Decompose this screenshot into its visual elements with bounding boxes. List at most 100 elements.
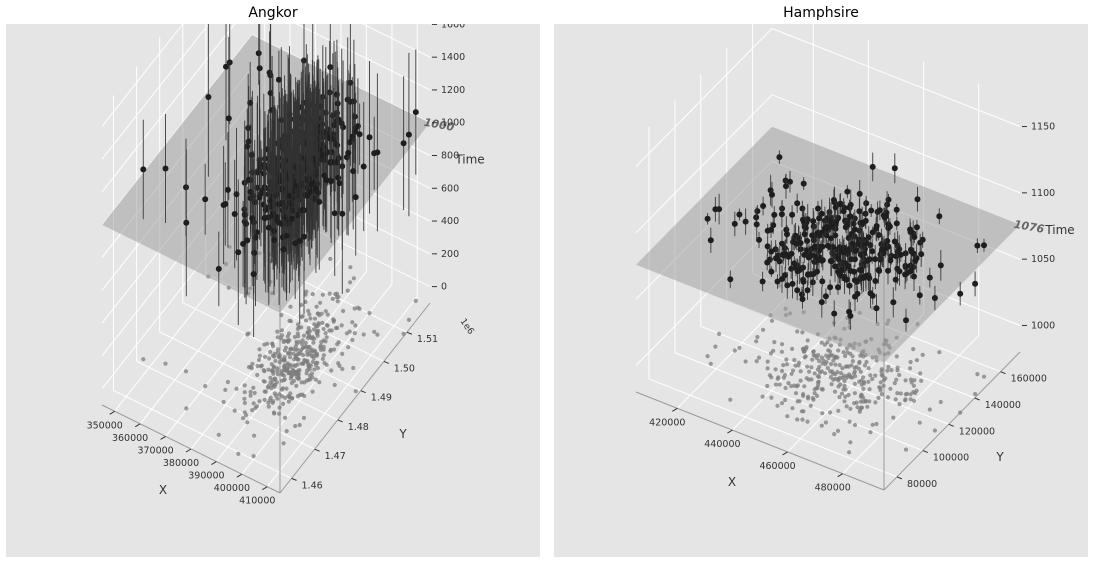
data-point [831, 199, 838, 206]
floor-shadow-point [760, 394, 765, 399]
floor-shadow-point [832, 355, 838, 360]
floor-shadow-point [313, 348, 318, 354]
floor-shadow-point [275, 372, 280, 377]
floor-shadow-point [277, 353, 282, 358]
data-point [276, 219, 283, 226]
x-tick [262, 486, 268, 491]
floor-shadow-point [328, 348, 333, 354]
floor-shadow-point [776, 375, 781, 380]
data-point [731, 220, 738, 227]
floor-shadow-point [927, 407, 932, 412]
y-tick-label: 100000 [933, 453, 969, 464]
floor-shadow-point [866, 366, 871, 371]
floor-shadow-point [297, 339, 302, 344]
floor-shadow-point [815, 367, 821, 372]
data-point [712, 206, 719, 213]
floor-shadow-point [234, 386, 239, 391]
data-point [335, 174, 342, 181]
data-point [250, 271, 257, 278]
data-point [223, 63, 229, 70]
floor-shadow-point [257, 353, 262, 358]
floor-shadow-point [815, 385, 820, 390]
floor-shadow-point [911, 347, 916, 352]
floor-shadow-point [284, 429, 289, 434]
data-point [366, 134, 373, 141]
data-point [327, 64, 334, 71]
floor-shadow-point [913, 390, 918, 396]
data-point [327, 159, 334, 166]
y-tick [948, 423, 954, 427]
y-tick-label: 1.48 [348, 422, 369, 433]
floor-shadow-point [286, 351, 291, 356]
floor-shadow-point [809, 365, 814, 370]
x-tick-label: 440000 [704, 439, 740, 450]
floor-shadow-point [805, 364, 810, 369]
floor-shadow-point [288, 391, 293, 396]
floor-shadow-point [279, 328, 285, 333]
floor-shadow-point [266, 404, 271, 409]
floor-shadow-point [323, 331, 328, 336]
floor-shadow-point [279, 394, 285, 399]
data-point [285, 193, 292, 199]
z-gridline [101, 24, 431, 193]
floor-shadow-point [779, 401, 785, 406]
floor-shadow-point [981, 374, 987, 379]
floor-shadow-point [295, 347, 300, 352]
data-point [827, 284, 834, 291]
y-axis-line [883, 351, 1021, 491]
data-point [828, 235, 834, 242]
floor-shadow-point [320, 292, 325, 297]
floor-shadow-point [272, 391, 277, 396]
data-point [885, 225, 892, 231]
data-point [822, 225, 828, 232]
floor-shadow-point [311, 340, 316, 345]
floor-shadow-point [307, 312, 312, 317]
floor-shadow-point [807, 369, 812, 374]
z-tick-label: 1050 [1031, 254, 1055, 265]
floor-shadow-point [257, 357, 262, 363]
floor-shadow-point [323, 309, 328, 314]
plot-area: 1076 420000 440000 460000 480000 80000 100000 1… [554, 24, 1088, 557]
data-point [400, 140, 407, 147]
chart-title: Angkor [248, 5, 298, 21]
floor-pane [636, 254, 1020, 490]
floor-shadow-point [352, 306, 357, 311]
floor-shadow-point [296, 322, 301, 327]
y-tick [974, 397, 980, 401]
floor-shadow-point [266, 367, 271, 372]
floor-shadow-point [262, 354, 268, 359]
data-point [809, 232, 816, 239]
data-point [253, 229, 260, 236]
data-point [916, 292, 923, 299]
floor-shadow-point [911, 383, 916, 388]
data-point [903, 317, 909, 324]
data-point [742, 218, 749, 225]
floor-shadow-point [848, 374, 853, 379]
panel-hamphsire: Hamphsire 1076 420000 440000 460000 480000 80… [554, 0, 1088, 564]
data-point [771, 211, 778, 218]
floor-shadow-point [828, 410, 833, 415]
floor-shadow-point [732, 348, 737, 353]
data-point [857, 251, 864, 258]
z-gridline [101, 24, 431, 127]
data-point [852, 248, 859, 255]
floor-shadow-point [847, 450, 852, 455]
chart-title: Hamphsire [783, 5, 859, 21]
floor-shadow-point [236, 451, 241, 456]
data-point [981, 242, 987, 249]
floor-shadow-point [827, 349, 832, 354]
floor-shadow-point [340, 366, 345, 372]
floor-shadow-point [837, 363, 842, 368]
floor-shadow-point [789, 371, 794, 376]
z-tick-label: 1000 [1031, 321, 1055, 332]
floor-shadow-point [852, 381, 857, 386]
floor-shadow-point [311, 327, 317, 332]
floor-shadow-point [275, 335, 280, 340]
data-point [764, 227, 771, 234]
floor-shadow-point [837, 395, 842, 400]
floor-shadow-point [294, 383, 299, 388]
floor-shadow-point [401, 331, 406, 336]
data-point [856, 266, 863, 273]
floor-shadow-point [350, 320, 355, 325]
data-point [902, 271, 909, 278]
